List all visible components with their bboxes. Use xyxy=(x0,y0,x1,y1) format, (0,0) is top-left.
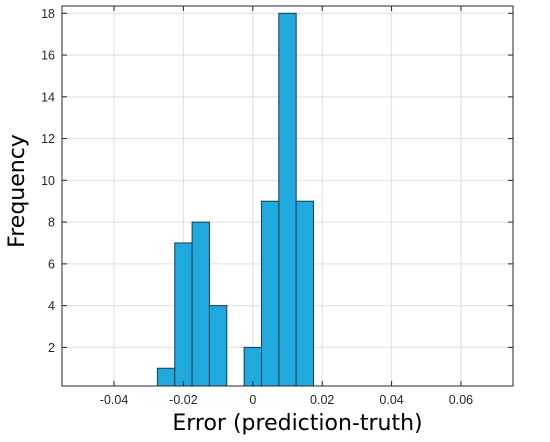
bars xyxy=(156,12,315,387)
x-axis-label: Error (prediction-truth) xyxy=(172,411,422,436)
y-tick-label: 4 xyxy=(48,299,55,313)
y-axis-label: Frequency xyxy=(5,134,30,248)
y-tick-label: 10 xyxy=(41,174,55,188)
y-tick-label: 16 xyxy=(41,49,55,63)
y-tick-label: 18 xyxy=(41,7,55,21)
x-tick-label: 0.02 xyxy=(310,393,334,407)
histogram-bar xyxy=(156,367,176,387)
x-tick-label: 0.04 xyxy=(379,393,403,407)
histogram-bar xyxy=(208,305,228,387)
ticks: -0.04 -0.02 0 0.02 0.04 0.06 2 4 6 8 10 12 14 16 18 xyxy=(41,6,513,407)
plot-area-frame xyxy=(61,5,514,387)
histogram-bar xyxy=(278,12,297,387)
y-tick-label: 2 xyxy=(48,341,55,355)
histogram-bar xyxy=(191,221,210,387)
histogram-bar xyxy=(295,200,315,387)
histogram-bar xyxy=(243,346,262,387)
y-tick-label: 8 xyxy=(48,216,55,230)
x-tick-label: 0 xyxy=(249,393,256,407)
histogram-bar xyxy=(260,200,280,387)
x-tick-label: 0.06 xyxy=(449,393,473,407)
histogram-bar xyxy=(174,242,193,387)
y-tick-label: 12 xyxy=(41,132,55,146)
x-tick-label: -0.02 xyxy=(169,393,198,407)
y-tick-label: 6 xyxy=(48,257,55,271)
y-tick-label: 14 xyxy=(41,90,55,104)
x-tick-label: -0.04 xyxy=(100,393,129,407)
